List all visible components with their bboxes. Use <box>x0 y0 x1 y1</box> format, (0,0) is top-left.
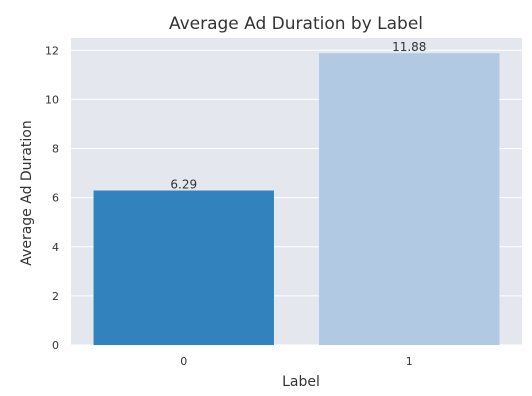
y-tick-label: 8 <box>52 143 59 156</box>
y-tick-label: 6 <box>52 192 59 205</box>
data-labels-group: 6.29 11.88 <box>170 40 426 191</box>
bar-1 <box>319 53 500 345</box>
y-axis-label: Average Ad Duration <box>19 120 35 265</box>
bar-value-label: 6.29 <box>170 178 197 192</box>
bars-group <box>93 53 500 345</box>
bar-value-label: 11.88 <box>392 40 426 54</box>
y-axis-ticks: 0 2 4 6 8 10 12 <box>45 44 59 352</box>
y-tick-label: 12 <box>45 44 59 57</box>
x-tick-label: 0 <box>180 355 187 368</box>
bar-0 <box>93 190 274 345</box>
x-axis-label: Label <box>282 374 320 390</box>
y-tick-label: 0 <box>52 339 59 352</box>
y-tick-label: 10 <box>45 93 59 106</box>
x-tick-label: 1 <box>406 355 413 368</box>
y-tick-label: 4 <box>52 241 59 254</box>
y-tick-label: 2 <box>52 290 59 303</box>
chart-title: Average Ad Duration by Label <box>169 14 423 34</box>
